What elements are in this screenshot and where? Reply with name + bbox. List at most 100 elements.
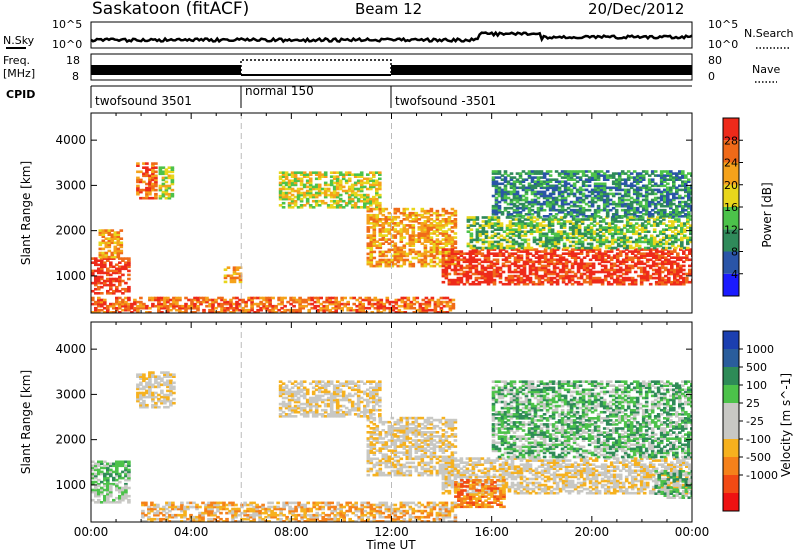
scatter-cell <box>97 311 101 313</box>
scatter-cell <box>642 272 647 276</box>
scatter-cell <box>169 304 173 308</box>
scatter-cell <box>625 216 630 219</box>
scatter-cell <box>667 252 671 255</box>
scatter-cell <box>607 240 612 244</box>
scatter-cell <box>578 198 583 202</box>
scatter-cell <box>290 173 295 176</box>
scatter-cell <box>408 242 413 245</box>
scatter-cell <box>353 204 358 207</box>
scatter-cell <box>166 393 170 397</box>
scatter-cell <box>515 204 520 208</box>
scatter-cell <box>565 238 570 242</box>
scatter-cell <box>314 185 319 189</box>
scatter-cell <box>124 468 128 472</box>
scatter-cell <box>622 246 627 250</box>
scatter-cell <box>325 300 329 304</box>
scatter-cell <box>684 208 688 212</box>
scatter-cell <box>554 178 559 181</box>
scatter-cell <box>94 464 98 468</box>
scatter-cell <box>444 224 449 227</box>
scatter-cell <box>678 213 682 216</box>
scatter-cell <box>127 474 131 478</box>
scatter-cell <box>157 405 161 409</box>
scatter-cell <box>486 256 491 259</box>
scatter-cell <box>169 399 173 403</box>
scatter-cell <box>453 258 458 262</box>
scatter-cell <box>615 276 620 280</box>
scatter-cell <box>290 199 295 203</box>
scatter-cell <box>492 258 497 262</box>
scatter-cell <box>627 270 632 274</box>
scatter-cell <box>487 218 492 221</box>
scatter-cell <box>507 256 512 259</box>
scatter-cell <box>109 470 113 474</box>
scatter-cell <box>572 204 577 208</box>
scatter-cell <box>496 226 501 229</box>
scatter-cell <box>121 460 125 464</box>
scatter-cell <box>313 300 317 304</box>
scatter-cell <box>529 226 534 229</box>
scatter-cell <box>647 215 652 218</box>
scatter-cell <box>438 260 443 264</box>
scatter-cell <box>489 260 494 264</box>
scatter-cell <box>491 170 496 173</box>
scatter-cell <box>575 172 580 175</box>
scatter-cell <box>98 231 103 234</box>
scatter-cell <box>596 188 601 192</box>
scatter-cell <box>503 184 508 188</box>
scatter-cell <box>639 270 644 274</box>
scatter-cell <box>517 236 522 240</box>
scatter-cell <box>685 254 689 257</box>
scatter-cell <box>666 200 670 204</box>
scatter-cell <box>535 230 540 233</box>
scatter-cell <box>593 200 598 204</box>
scatter-cell <box>628 222 633 225</box>
scatter-cell <box>136 391 140 395</box>
scatter-cell <box>536 172 541 175</box>
scatter-cell <box>112 289 116 293</box>
scatter-cell <box>521 204 526 208</box>
scatter-cell <box>94 302 98 306</box>
scatter-cell <box>599 170 604 173</box>
scatter-cell <box>515 198 520 202</box>
scatter-cell <box>274 306 278 310</box>
scatter-cell <box>118 501 122 504</box>
scatter-cell <box>447 266 452 270</box>
scatter-cell <box>673 276 677 280</box>
scatter-cell <box>127 308 131 312</box>
scatter-cell <box>608 176 613 179</box>
scatter-cell <box>586 218 591 221</box>
scatter-cell <box>550 230 555 233</box>
scatter-cell <box>405 252 410 256</box>
scatter-cell <box>590 178 595 181</box>
scatter-cell <box>435 256 440 260</box>
scatter-cell <box>685 276 689 280</box>
scatter-cell <box>172 397 176 401</box>
scatter-cell <box>124 478 128 482</box>
scatter-cell <box>154 162 158 165</box>
scatter-cell <box>359 171 364 174</box>
scatter-cell <box>610 240 615 244</box>
scatter-cell <box>615 268 620 272</box>
scatter-cell <box>530 200 535 204</box>
scatter-cell <box>429 218 434 221</box>
scatter-cell <box>651 248 656 251</box>
scatter-cell <box>677 218 681 221</box>
scatter-cell <box>450 242 455 245</box>
scatter-cell <box>560 184 565 188</box>
scatter-cell <box>145 377 149 380</box>
scatter-cell <box>657 254 662 257</box>
scatter-cell <box>100 277 104 281</box>
scatter-cell <box>429 264 434 268</box>
scatter-cell <box>592 238 597 242</box>
scatter-cell <box>509 190 514 194</box>
scatter-cell <box>516 266 521 270</box>
scatter-cell <box>656 208 661 212</box>
scatter-cell <box>631 218 636 221</box>
scatter-cell <box>486 276 491 280</box>
scatter-cell <box>396 209 401 213</box>
scatter-cell <box>581 192 586 196</box>
scatter-cell <box>372 185 376 189</box>
scatter-cell <box>487 240 492 244</box>
scatter-cell <box>238 302 242 306</box>
